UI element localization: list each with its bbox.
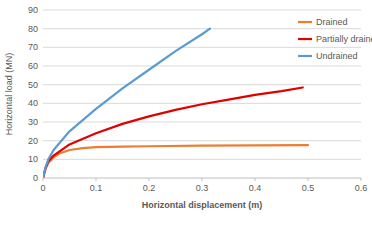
y-tick-label: 0 [33,173,38,183]
y-axis-title: Horizontal load (MN) [4,53,14,136]
y-tick-label: 70 [28,42,38,52]
grid-line [43,140,361,141]
y-tick-label: 50 [28,80,38,90]
x-tick [255,178,256,181]
series-line [43,145,308,178]
legend: Drained Partially drained Undrained [298,17,372,61]
y-tick-label: 60 [28,61,38,71]
legend-swatch [298,55,312,57]
y-tick-label: 10 [28,154,38,164]
legend-swatch [298,38,312,40]
y-tick-label: 30 [28,117,38,127]
legend-swatch [298,21,312,23]
x-tick [308,178,309,181]
grid-line [43,84,361,85]
y-tick-label: 40 [28,98,38,108]
series-line [43,29,210,178]
x-tick-label: 0.4 [249,183,262,193]
plot-area [43,29,308,178]
chart: 0 10 20 30 40 50 60 70 80 90 0 0.1 0.2 0.3 0.4 0.5 0.6 Ho… [0,0,372,227]
x-tick [43,178,44,181]
y-tick-label: 20 [28,136,38,146]
series-line [43,87,303,178]
y-tick-label: 90 [28,5,38,15]
legend-label: Partially drained [316,34,372,44]
x-tick-label: 0.6 [355,183,368,193]
legend-label: Undrained [316,51,358,61]
x-tick [96,178,97,181]
grid-line [43,28,361,29]
grid-line [43,10,361,11]
x-tick-label: 0.5 [302,183,315,193]
x-tick-label: 0.3 [196,183,209,193]
x-tick [361,178,362,181]
grid-line [43,159,361,160]
x-axis-title: Horizontal displacement (m) [142,200,263,210]
legend-label: Drained [316,17,348,27]
x-tick-label: 0.2 [143,183,156,193]
x-tick [202,178,203,181]
x-tick [149,178,150,181]
y-tick-label: 80 [28,24,38,34]
grid-line [43,122,361,123]
x-tick-label: 0 [40,183,45,193]
x-tick-label: 0.1 [90,183,103,193]
grid-line [43,66,361,67]
grid-line [43,47,361,48]
